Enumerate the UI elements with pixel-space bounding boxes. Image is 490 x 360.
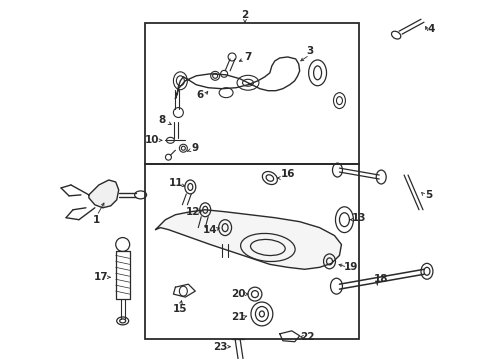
- Text: 13: 13: [352, 213, 367, 223]
- Text: 8: 8: [159, 116, 166, 126]
- Bar: [145, 23, 359, 164]
- Text: 9: 9: [192, 143, 199, 153]
- Text: 16: 16: [280, 169, 295, 179]
- Text: 15: 15: [173, 304, 188, 314]
- Text: 5: 5: [425, 190, 433, 200]
- Text: 1: 1: [93, 215, 100, 225]
- Text: 17: 17: [94, 272, 108, 282]
- Text: 7: 7: [245, 52, 252, 62]
- Text: 20: 20: [231, 289, 245, 299]
- Text: 21: 21: [231, 312, 245, 322]
- Text: 19: 19: [344, 262, 359, 272]
- Text: 3: 3: [306, 46, 313, 56]
- Bar: [145, 164, 360, 339]
- Text: 2: 2: [242, 10, 248, 20]
- Text: 11: 11: [169, 178, 184, 188]
- Text: 22: 22: [300, 332, 315, 342]
- Text: 10: 10: [145, 135, 160, 145]
- Text: 23: 23: [213, 342, 227, 352]
- Text: 6: 6: [196, 90, 204, 100]
- Polygon shape: [89, 180, 119, 208]
- Text: 14: 14: [203, 225, 218, 235]
- Text: 4: 4: [427, 24, 435, 34]
- Text: 18: 18: [374, 274, 389, 284]
- Text: 12: 12: [186, 207, 200, 217]
- Polygon shape: [155, 210, 342, 269]
